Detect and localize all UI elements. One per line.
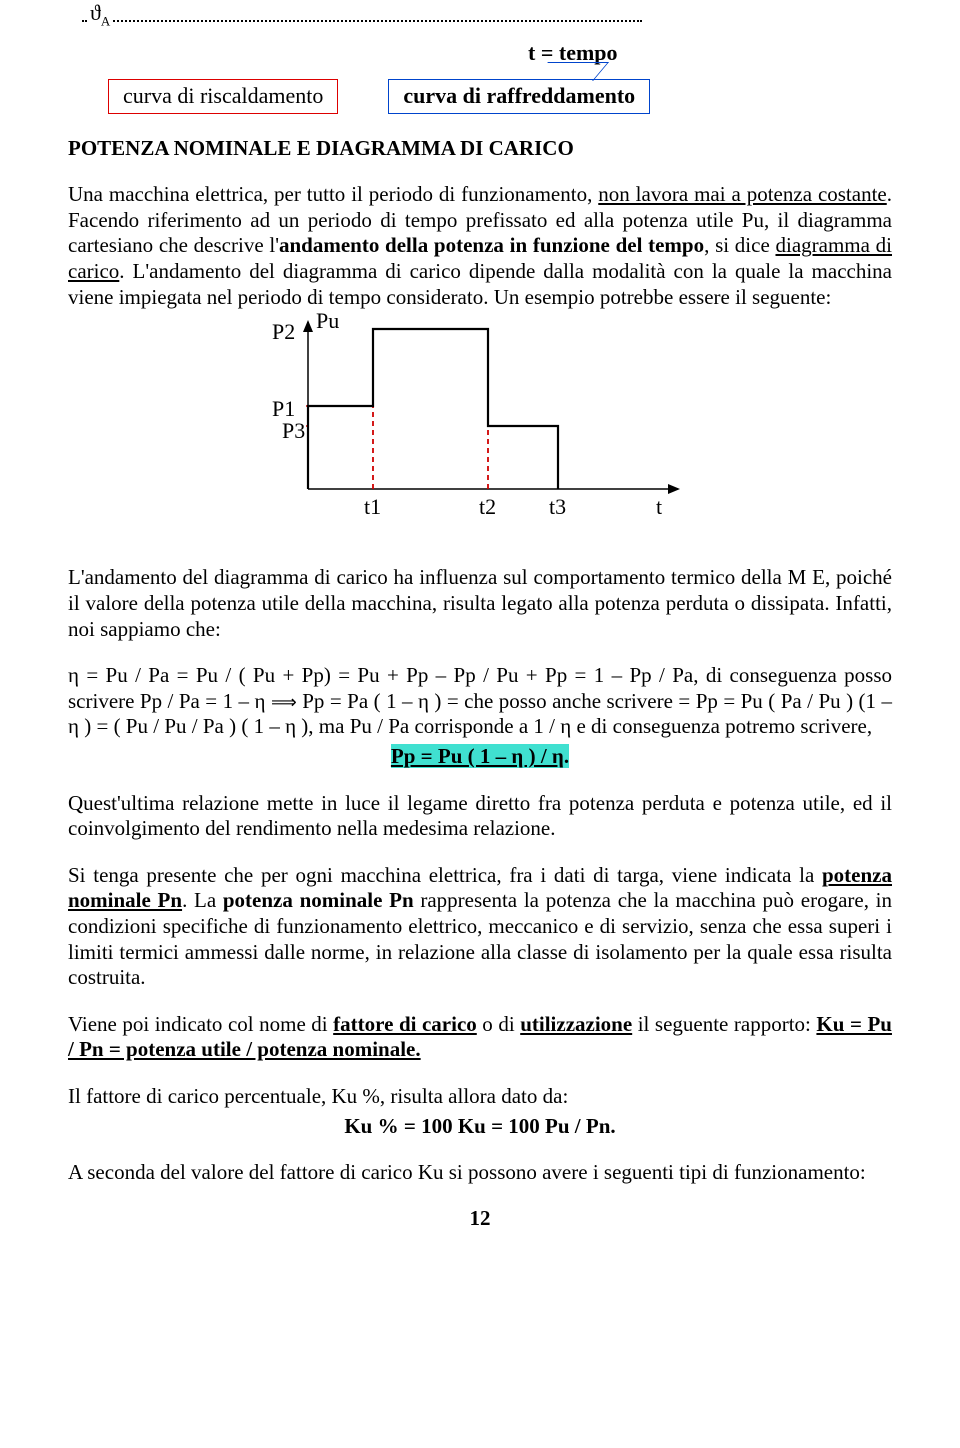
paragraph-2b: η = Pu / Pa = Pu / ( Pu + Pp) = Pu + Pp … bbox=[68, 663, 892, 740]
highlighted-equation: Pp = Pu ( 1 – η ) / η. bbox=[68, 744, 892, 770]
legend-raffreddamento: curva di raffreddamento bbox=[388, 79, 650, 114]
paragraph-2a: L'andamento del diagramma di carico ha i… bbox=[68, 565, 892, 642]
dotted-axis-line bbox=[82, 20, 642, 22]
t2-label: t2 bbox=[479, 494, 496, 521]
paragraph-6: Il fattore di carico percentuale, Ku %, … bbox=[68, 1084, 892, 1110]
paragraph-1: Una macchina elettrica, per tutto il per… bbox=[68, 182, 892, 310]
paragraph-3: Quest'ultima relazione mette in luce il … bbox=[68, 791, 892, 842]
paragraph-5: Viene poi indicato col nome di fattore d… bbox=[68, 1012, 892, 1063]
p3-label: P3 bbox=[282, 418, 305, 445]
t-axis-label: t bbox=[656, 494, 662, 521]
paragraph-7: A seconda del valore del fattore di cari… bbox=[68, 1160, 892, 1186]
y-axis-label: Pu bbox=[316, 308, 339, 335]
legend-row: curva di riscaldamento curva di raffredd… bbox=[108, 79, 892, 114]
p2-label: P2 bbox=[272, 319, 295, 346]
section-title: POTENZA NOMINALE E DIAGRAMMA DI CARICO bbox=[68, 136, 892, 162]
page-number: 12 bbox=[68, 1206, 892, 1232]
paragraph-4: Si tenga presente che per ogni macchina … bbox=[68, 863, 892, 991]
ku-equation: Ku % = 100 Ku = 100 Pu / Pn. bbox=[68, 1114, 892, 1140]
t3-label: t3 bbox=[549, 494, 566, 521]
implies-arrow-icon: ⟹ bbox=[271, 692, 297, 712]
theta-axis-row: ϑA bbox=[68, 10, 892, 36]
theta-label: ϑA bbox=[88, 0, 112, 29]
load-diagram-chart: Pu P2 P1 P3 t1 t2 t3 t bbox=[278, 314, 698, 544]
legend-riscaldamento: curva di riscaldamento bbox=[108, 79, 338, 114]
t1-label: t1 bbox=[364, 494, 381, 521]
document-page: ϑA t = tempo curva di riscaldamento curv… bbox=[0, 0, 960, 1262]
load-diagram-svg bbox=[278, 314, 698, 524]
